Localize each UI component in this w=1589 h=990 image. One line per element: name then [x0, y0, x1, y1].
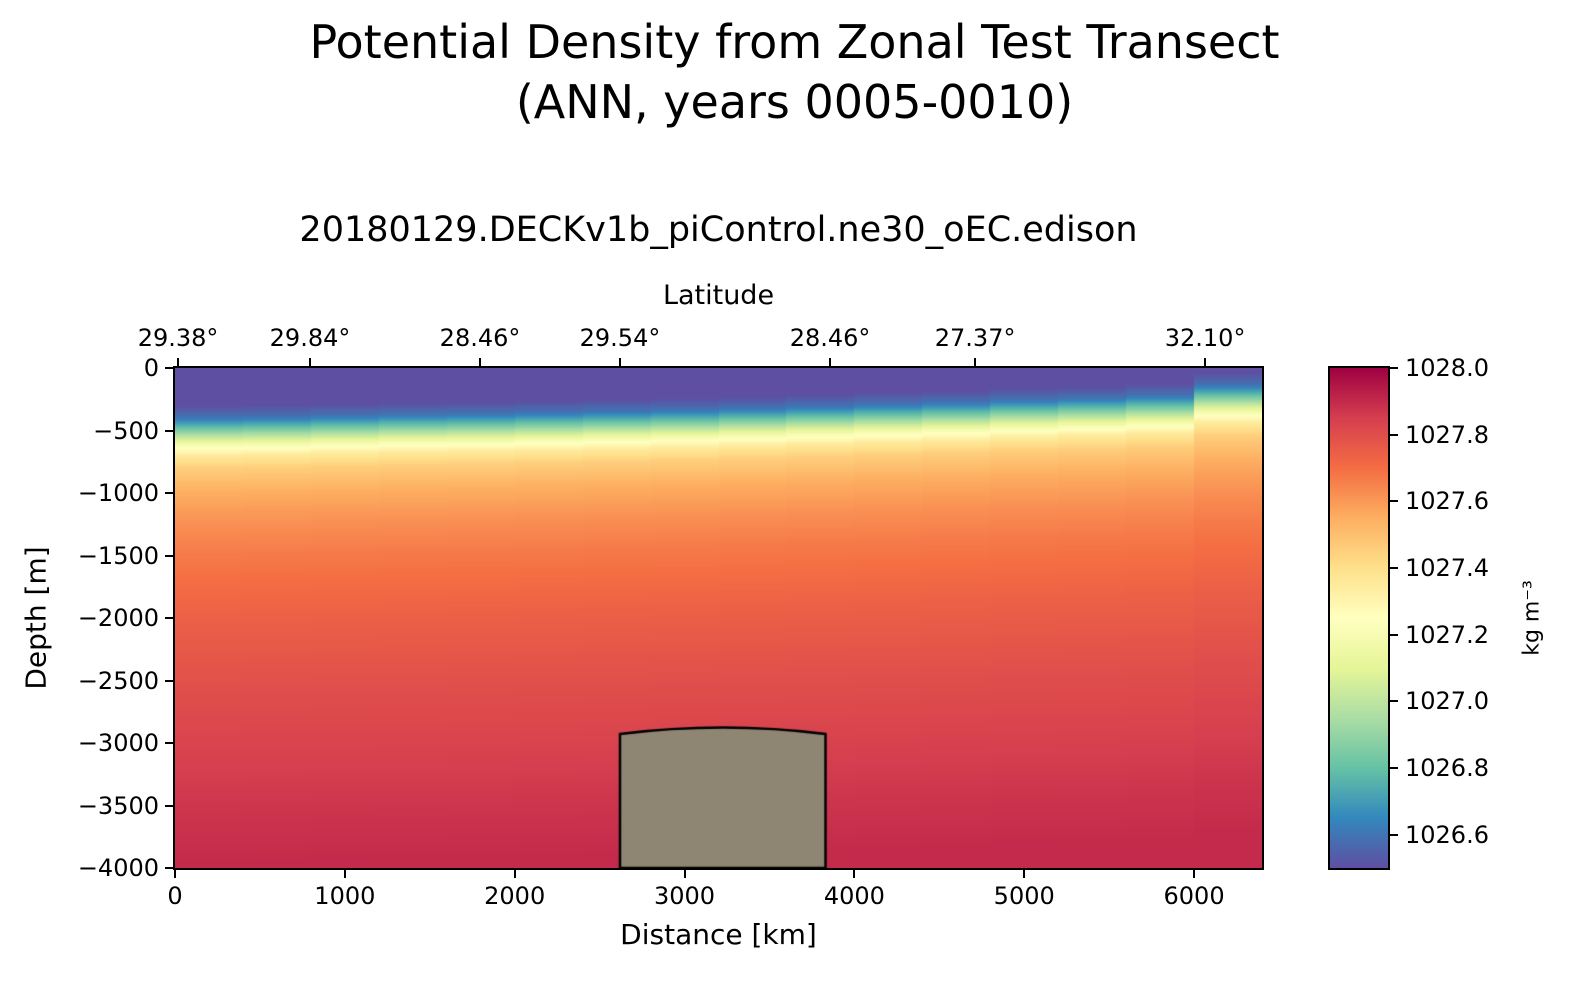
latitude-tick-label: 28.46°: [439, 324, 521, 352]
x-tick-label: 2000: [484, 882, 546, 910]
y-tick-mark: [165, 679, 175, 682]
y-tick-mark: [165, 492, 175, 494]
y-tick-label: −2000: [77, 604, 159, 632]
y-tick-mark: [165, 429, 175, 432]
colorbar-tick-label: 1026.8: [1405, 754, 1489, 782]
x-tick-label: 3000: [653, 882, 716, 910]
latitude-tick-label: 29.84°: [269, 324, 351, 352]
x-tick-mark: [1023, 868, 1026, 878]
y-tick-mark: [165, 867, 175, 869]
x-tick-mark: [1193, 868, 1196, 878]
figure-title-line2: (ANN, years 0005-0010): [515, 75, 1074, 129]
distance-axis-label: Distance [km]: [620, 918, 817, 951]
latitude-tick-label: 28.46°: [789, 324, 871, 352]
y-tick-mark: [165, 554, 175, 557]
latitude-tick-mark: [177, 358, 180, 368]
colorbar-tick-mark: [1388, 433, 1398, 436]
y-tick-label: −1000: [77, 479, 159, 507]
latitude-tick-mark: [309, 358, 312, 368]
colorbar-tick-mark: [1388, 500, 1398, 503]
y-tick-mark: [165, 742, 175, 744]
y-tick-label: −3500: [77, 791, 159, 820]
x-tick-mark: [513, 868, 516, 878]
colorbar-tick-label: 1028.0: [1405, 354, 1489, 382]
colorbar-tick-label: 1027.6: [1405, 487, 1489, 516]
y-tick-mark: [165, 804, 175, 807]
latitude-tick-mark: [1204, 358, 1207, 368]
y-tick-label: −4000: [77, 854, 159, 882]
colorbar-tick-label: 1027.4: [1405, 554, 1489, 582]
colorbar-tick-label: 1027.8: [1405, 420, 1489, 449]
x-tick-label: 0: [167, 882, 183, 910]
y-tick-mark: [165, 617, 175, 619]
latitude-tick-mark: [829, 358, 832, 368]
x-tick-mark: [343, 868, 346, 878]
latitude-tick-mark: [974, 358, 977, 368]
colorbar-unit-label: kg m⁻³: [1519, 580, 1545, 656]
figure-title-line1: Potential Density from Zonal Test Transe…: [309, 15, 1280, 69]
x-tick-mark: [174, 868, 176, 878]
latitude-tick-mark: [618, 358, 621, 368]
colorbar-tick-mark: [1388, 767, 1398, 769]
y-tick-label: −1500: [77, 541, 159, 570]
axes-subtitle: 20180129.DECKv1b_piControl.ne30_oEC.edis…: [299, 210, 1138, 250]
density-field-canvas: [175, 368, 1262, 868]
latitude-tick-label: 32.10°: [1164, 324, 1246, 352]
colorbar-tick-label: 1027.2: [1405, 620, 1489, 649]
depth-axis-label: Depth [m]: [19, 546, 53, 690]
colorbar-tick-mark: [1388, 367, 1398, 369]
colorbar-tick-label: 1026.6: [1405, 820, 1489, 849]
latitude-tick-label: 27.37°: [934, 324, 1016, 352]
y-tick-label: 0: [143, 354, 159, 382]
latitude-tick-mark: [479, 358, 482, 368]
x-tick-label: 6000: [1163, 882, 1225, 910]
x-tick-label: 5000: [993, 882, 1055, 910]
y-tick-label: −2500: [77, 666, 159, 695]
figure-title: Potential Density from Zonal Test Transe…: [0, 12, 1589, 132]
x-tick-label: 4000: [823, 882, 885, 910]
x-tick-mark: [853, 868, 856, 878]
y-tick-mark: [165, 367, 175, 369]
y-tick-label: −500: [93, 416, 159, 445]
colorbar-tick-mark: [1388, 633, 1398, 636]
colorbar-tick-mark: [1388, 833, 1398, 836]
x-tick-mark: [683, 868, 686, 878]
colorbar-gradient: [1330, 368, 1388, 868]
latitude-tick-label: 29.38°: [137, 324, 219, 352]
latitude-tick-label: 29.54°: [579, 324, 661, 352]
x-tick-label: 1000: [314, 882, 376, 910]
latitude-axis-label: Latitude: [662, 280, 775, 311]
colorbar-tick-mark: [1388, 567, 1398, 569]
colorbar-tick-mark: [1388, 700, 1398, 703]
colorbar-tick-label: 1027.0: [1405, 687, 1489, 716]
y-tick-label: −3000: [77, 729, 159, 757]
